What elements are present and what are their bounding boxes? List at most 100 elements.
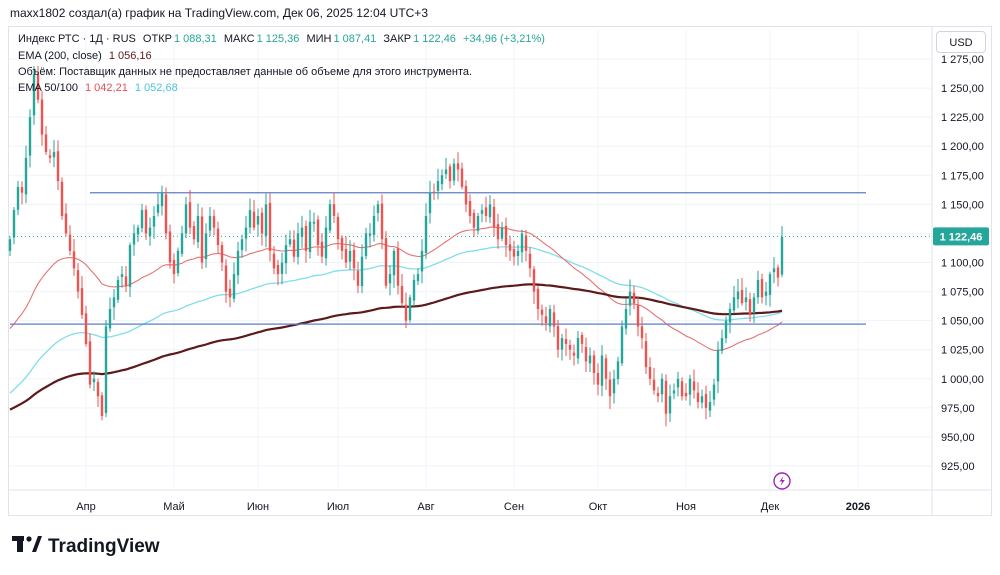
candle-body — [12, 210, 16, 238]
legend-close-label: ЗАКР — [383, 33, 412, 45]
candle-body — [752, 297, 756, 313]
candle-body — [164, 194, 168, 234]
candle-body — [184, 204, 188, 234]
candle-body — [252, 211, 256, 228]
candle-body — [256, 215, 260, 225]
candle-body — [492, 206, 496, 228]
candle-body — [96, 381, 100, 397]
candle-body — [616, 361, 620, 380]
candle-body — [588, 355, 592, 364]
legend-high-label: МАКС — [223, 33, 255, 45]
candle-body — [72, 251, 76, 269]
candle-body — [148, 227, 152, 237]
candle-body — [444, 169, 448, 175]
candle-body — [452, 163, 456, 181]
candle-body — [576, 338, 580, 359]
candle-body — [156, 204, 160, 213]
candle-body — [276, 264, 280, 275]
candle-body — [376, 204, 380, 213]
candle-body — [204, 233, 208, 260]
candle-body — [20, 187, 24, 193]
legend-row-ema50-100[interactable]: EMA 50/100 1 042,21 1 052,68 — [18, 82, 178, 94]
legend-row-ema200[interactable]: EMA (200, close) 1 056,16 — [18, 50, 152, 62]
candle-body — [152, 215, 156, 227]
candle-body — [76, 270, 80, 292]
candle-body — [340, 237, 344, 251]
candle-body — [88, 341, 92, 385]
candle-body — [384, 238, 388, 286]
candle-body — [108, 309, 112, 329]
candle-body — [40, 99, 44, 135]
x-tick-label: Май — [163, 501, 185, 513]
candle-body — [220, 245, 224, 263]
candle-body — [656, 392, 660, 397]
candle-body — [104, 326, 108, 413]
candle-body — [264, 204, 268, 236]
y-tick-label: 1 025,00 — [941, 345, 984, 357]
candle-body — [176, 250, 180, 274]
candle-body — [412, 279, 416, 301]
last-price-badge — [933, 227, 989, 246]
currency-button[interactable]: USD — [936, 31, 986, 53]
candle-body — [180, 233, 184, 254]
candle-body — [648, 367, 652, 379]
candle-body — [208, 215, 212, 231]
candle-body — [596, 373, 600, 385]
candle-body — [92, 378, 96, 383]
candle-body — [16, 186, 20, 210]
lightning-icon — [779, 476, 785, 486]
legend-low-label: МИН — [306, 33, 332, 45]
candle-body — [128, 245, 132, 287]
x-tick-label: Сен — [504, 501, 524, 513]
candle-body — [780, 236, 784, 275]
candle-body — [244, 227, 248, 239]
candle-body — [696, 392, 700, 403]
candle-body — [524, 235, 528, 251]
candle-body — [516, 250, 520, 257]
y-tick-label: 1 175,00 — [941, 170, 984, 182]
candle-body — [300, 227, 304, 237]
legend-ema50-100-label: EMA 50/100 — [18, 82, 78, 94]
candle-body — [396, 248, 400, 286]
y-tick-label: 975,00 — [941, 403, 975, 415]
candle-body — [448, 166, 452, 182]
candle-body — [48, 155, 52, 158]
legend-open-label: ОТКР — [142, 33, 172, 45]
candle-body — [328, 204, 332, 231]
candle-body — [400, 286, 404, 304]
candle-body — [460, 168, 464, 187]
candle-body — [332, 204, 336, 216]
candle-body — [508, 244, 512, 251]
candle-body — [676, 378, 680, 388]
candle-body — [644, 341, 648, 368]
ema200-line — [9, 283, 783, 411]
candle-body — [628, 291, 632, 306]
candle-body — [424, 215, 428, 254]
last-price-label: 1 122,46 — [940, 231, 983, 243]
candle-body — [540, 309, 544, 315]
candle-body — [756, 279, 760, 298]
candle-body — [136, 227, 140, 235]
candle-body — [500, 227, 504, 239]
legend-row-ohlc: Индекс РТС · 1Д · RUS ОТКР 1 088,31 МАКС 1… — [18, 33, 545, 45]
candle-body — [248, 210, 252, 228]
candle-body — [636, 305, 640, 327]
candle-body — [100, 395, 104, 416]
legend-symbol[interactable]: Индекс РТС · 1Д · RUS — [18, 33, 136, 45]
y-tick-label: 1 075,00 — [941, 287, 984, 299]
candle-body — [404, 304, 408, 321]
y-tick-label: 1 050,00 — [941, 316, 984, 328]
candle-body — [344, 249, 348, 263]
candle-body — [428, 192, 432, 214]
candle-body — [224, 265, 228, 292]
candle-body — [436, 181, 440, 191]
candle-body — [288, 239, 292, 245]
candle-body — [736, 291, 740, 300]
candle-body — [528, 253, 532, 269]
candle-body — [232, 274, 236, 299]
candle-body — [724, 320, 728, 339]
legend-open-value: 1 088,31 — [173, 33, 217, 45]
candle-body — [200, 216, 204, 263]
candle-body — [144, 209, 148, 234]
